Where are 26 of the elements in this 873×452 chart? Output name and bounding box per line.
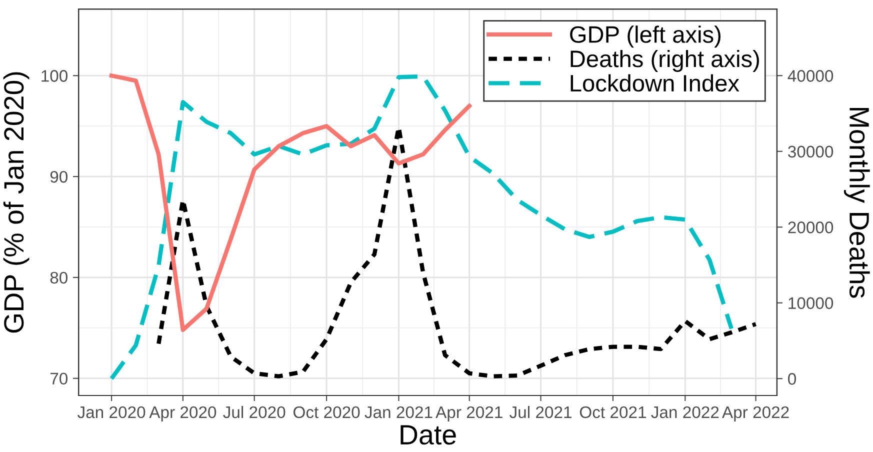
- x-tick-label: Apr 2021: [436, 406, 502, 422]
- y2-axis-title: Monthly Deaths: [844, 108, 870, 298]
- x-tick-label: Jan 2022: [651, 406, 719, 418]
- y-tick-label: 90: [50, 170, 68, 183]
- x-tick-label: Apr 2022: [722, 406, 789, 422]
- x-tick-label: Jan 2021: [364, 406, 432, 418]
- y-axis-title: GDP (% of Jan 2020): [3, 72, 30, 333]
- x-tick-label: Jul 2021: [510, 406, 572, 418]
- y2-tick-label: 20000: [788, 222, 834, 234]
- y2-tick-label: 0: [788, 373, 796, 385]
- y-tick-label: 100: [42, 70, 68, 82]
- y2-tick-label: 30000: [788, 146, 834, 158]
- x-tick-label: Oct 2021: [580, 406, 646, 418]
- x-tick-label: Jul 2020: [223, 406, 286, 418]
- x-tick-label: Oct 2020: [294, 406, 360, 418]
- x-tick-label: Apr 2020: [149, 406, 216, 422]
- x-axis-title: Date: [400, 425, 456, 445]
- y-tick-label: 80: [50, 272, 68, 284]
- y2-tick-label: 40000: [788, 70, 834, 82]
- legend-label: Lockdown Index: [570, 74, 740, 92]
- y-tick-label: 70: [50, 372, 68, 385]
- y2-tick-label: 10000: [788, 297, 834, 310]
- x-tick-label: Jan 2020: [78, 406, 146, 418]
- legend-label: GDP (left axis): [570, 26, 720, 48]
- line-series: [109, 74, 472, 332]
- legend-label: Deaths (right axis): [570, 50, 759, 72]
